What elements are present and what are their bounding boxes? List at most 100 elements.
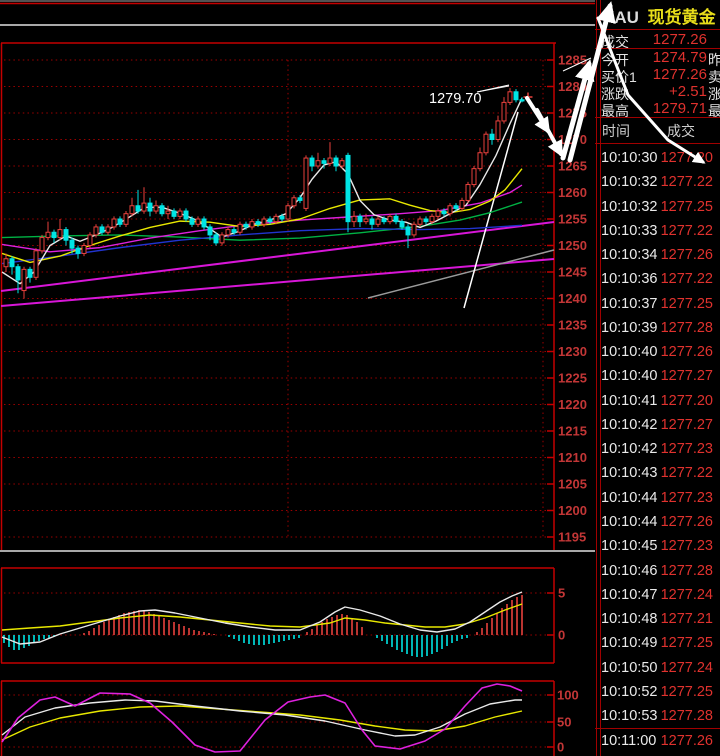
- candle: [315, 152, 321, 169]
- trade-row: 10:10:36 1277.22: [595, 267, 720, 291]
- candle: [159, 203, 165, 217]
- trade-time: 10:10:33: [601, 222, 658, 239]
- candle: [411, 221, 417, 238]
- candle: [261, 216, 267, 227]
- candle: [339, 158, 345, 169]
- candle: [75, 245, 81, 259]
- candle: [399, 219, 405, 230]
- price-axis-label: 1285: [558, 53, 587, 68]
- chart-area[interactable]: 1285 1280 1275 1270 1265 1260 1255 1250 1245 1240…: [0, 0, 596, 756]
- divider: [595, 117, 720, 118]
- candle: [231, 226, 237, 235]
- macd-dea-line: [1, 603, 523, 631]
- trade-row: 10:10:42 1277.23: [595, 437, 720, 461]
- trade-time: 10:10:50: [601, 659, 658, 676]
- candle: [447, 203, 453, 217]
- trade-price: 1277.26: [660, 733, 713, 750]
- macd-axis-label: 5: [558, 586, 565, 601]
- candle: [477, 147, 483, 172]
- candle: [345, 152, 351, 233]
- price-axis-label: 1205: [558, 477, 587, 492]
- trade-row: 10:10:47 1277.24: [595, 583, 720, 607]
- trade-time: 10:10:37: [601, 295, 658, 312]
- candle: [213, 232, 219, 246]
- candle: [93, 224, 99, 238]
- panel-border-line: [600, 0, 601, 756]
- candle: [99, 224, 105, 235]
- trade-time: 10:10:44: [601, 513, 658, 530]
- candlesticks: [3, 85, 533, 299]
- trade-row: 10:10:30 1277.20: [595, 146, 720, 170]
- ma-lines: [1, 97, 523, 285]
- price-axis-label: 1250: [558, 238, 587, 253]
- trade-price: 1277.25: [660, 295, 713, 312]
- trade-row: 10:10:34 1277.26: [595, 243, 720, 267]
- ma-line-magenta: [1, 184, 523, 253]
- panel-border-line: [596, 0, 597, 756]
- trade-time: 10:10:40: [601, 344, 658, 361]
- candle: [489, 128, 495, 145]
- trade-time: 10:10:44: [601, 489, 658, 506]
- candle: [501, 97, 507, 124]
- trade-time: 10:10:43: [601, 465, 658, 482]
- trade-row: 10:10:42 1277.27: [595, 413, 720, 437]
- trade-price: 1277.26: [660, 513, 713, 530]
- candle: [435, 208, 441, 219]
- price-axis-label: 1200: [558, 503, 587, 518]
- candle: [369, 216, 375, 230]
- candle: [87, 232, 93, 249]
- candle: [195, 216, 201, 227]
- candle: [357, 213, 363, 227]
- quote-field-row: 成交 1277.26: [595, 31, 720, 50]
- candle: [39, 234, 45, 254]
- ma-line-yellow: [1, 168, 523, 264]
- trade-row: 10:10:48 1277.21: [595, 607, 720, 631]
- candle: [147, 197, 153, 217]
- trade-row: 10:10:49 1277.25: [595, 631, 720, 655]
- candle: [51, 229, 57, 243]
- trade-price: 1277.26: [660, 247, 713, 264]
- candle: [495, 115, 501, 143]
- candle: [225, 226, 231, 238]
- trade-price: 1277.22: [660, 271, 713, 288]
- trade-time: 10:10:40: [601, 368, 658, 385]
- candle: [69, 237, 75, 254]
- candle: [333, 155, 339, 172]
- candle: [3, 253, 9, 272]
- trend-lines: [0, 111, 555, 309]
- trade-list[interactable]: 10:10:30 1277.20 10:10:32 1277.22 10:10:32 12…: [595, 146, 720, 754]
- trade-time: 10:10:53: [601, 708, 658, 725]
- candle: [201, 216, 207, 230]
- trade-price: 1277.21: [660, 611, 713, 628]
- candle: [279, 213, 285, 222]
- candle: [171, 208, 177, 219]
- kdj-axis-label: 100: [557, 688, 579, 703]
- kdj-j-line: [1, 683, 523, 753]
- trade-row: 10:10:32 1277.22: [595, 170, 720, 194]
- candle: [9, 256, 15, 275]
- candle: [267, 216, 273, 225]
- candle: [303, 155, 309, 212]
- candle: [471, 166, 477, 188]
- candle: [507, 88, 513, 106]
- kdj-panel: 100 50 0: [0, 680, 579, 756]
- trade-price: 1277.27: [660, 416, 713, 433]
- trade-price: 1277.28: [660, 708, 713, 725]
- candle: [405, 224, 411, 249]
- quote-field-row: 最高 1279.71 最: [595, 100, 720, 119]
- candle: [117, 216, 123, 227]
- trade-row: 10:10:53 1277.28: [595, 704, 720, 728]
- price-axis-label: 1215: [558, 424, 587, 439]
- price-axis-label: 1265: [558, 159, 587, 174]
- candle: [57, 219, 63, 241]
- instrument-header: XAU 现货黄金: [603, 3, 720, 27]
- candle: [483, 131, 489, 156]
- field-value: 1277.26: [652, 31, 707, 48]
- candle: [309, 155, 315, 172]
- trade-time: 10:10:46: [601, 562, 658, 579]
- field-value: 1274.79: [652, 49, 707, 66]
- trade-time: 10:10:32: [601, 198, 658, 215]
- trade-time: 10:10:42: [601, 441, 658, 458]
- trade-row: 10:10:45 1277.23: [595, 534, 720, 558]
- trade-row: 10:10:40 1277.27: [595, 364, 720, 388]
